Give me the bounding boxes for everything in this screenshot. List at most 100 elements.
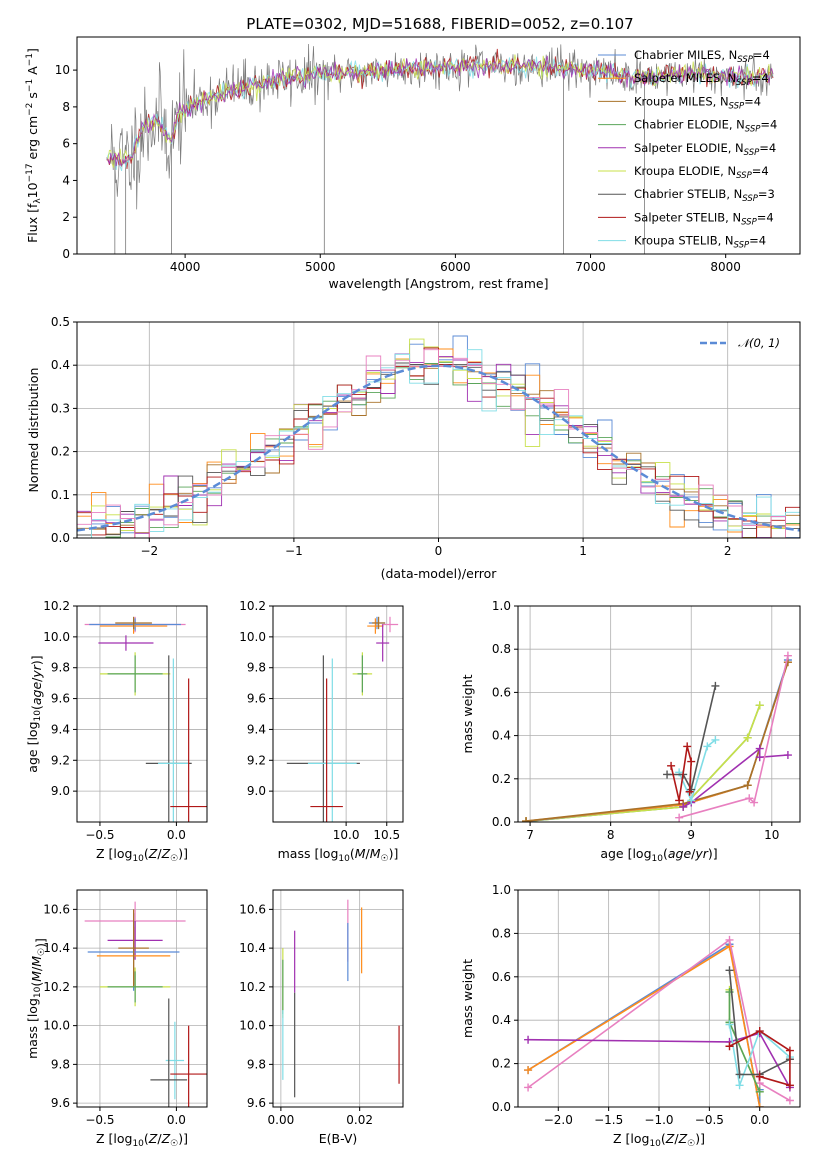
x-tick-label: −1.0 (644, 1113, 673, 1127)
label-part: ] (25, 48, 40, 53)
y-axis-label: mass weight (460, 959, 475, 1038)
y-tick-label: 0.4 (492, 729, 511, 743)
label-part: Z [log (96, 1131, 132, 1146)
legend-text: =3 (758, 187, 775, 201)
y-tick-label: 10.2 (239, 980, 266, 994)
label-part: ( (29, 705, 44, 710)
label-part: mass [log (25, 998, 40, 1059)
grid-lines (273, 605, 403, 822)
y-tick-label: 0.0 (51, 531, 70, 545)
grid-lines (273, 890, 403, 1107)
label-part: 10 (132, 854, 144, 864)
label-part: )] (708, 846, 718, 861)
label-part: Flux [f (25, 203, 40, 243)
y-tick-label: 9.6 (51, 692, 70, 706)
y-tick-label: 0.1 (51, 488, 70, 502)
y-tick-label: 2 (62, 210, 70, 224)
weight-point-marker (755, 1027, 764, 1036)
y-tick-label: 9.2 (51, 753, 70, 767)
x-tick-label: 1 (579, 544, 587, 558)
legend-subscript: SSP (744, 148, 760, 158)
legend-label: Chabrier STELIB, NSSP=3 (634, 187, 775, 204)
x-tick-label: 7000 (575, 260, 606, 274)
weight-point-marker (745, 794, 754, 803)
legend-text: Salpeter STELIB, N (634, 210, 741, 224)
y-tick-label: 0.2 (492, 772, 511, 786)
y-tick-label: 0.2 (492, 1057, 511, 1071)
plot-area (106, 43, 774, 254)
label-part: 10 (33, 710, 43, 722)
weight-series-line (678, 739, 716, 803)
label-part: ( (144, 846, 149, 861)
legend-label: Kroupa STELIB, NSSP=4 (634, 234, 766, 251)
weight-point-marker (783, 651, 792, 660)
label-part: erg cm (25, 116, 40, 164)
x-tick-label: 9 (687, 828, 695, 842)
label-part: / (157, 1131, 162, 1146)
label-part: ( (29, 982, 44, 987)
model-spectrum (106, 48, 774, 170)
residual-histogram (77, 349, 800, 538)
plot-area (84, 616, 207, 822)
y-axis-label: mass [log10(M/M☉)] (25, 938, 48, 1059)
label-part: / (29, 966, 44, 971)
label-part: −2 (25, 103, 35, 116)
y-tick-label: 0.0 (492, 815, 511, 829)
y-tick-label: 0 (62, 247, 70, 261)
y-tick-label: 10.0 (239, 1019, 266, 1033)
weight-point-marker (783, 751, 792, 760)
mass-vs-metallicity-plot: −0.5 0.09.69.810.010.210.410.6Z [log10(Z/… (25, 889, 208, 1149)
normal-curve (77, 364, 800, 532)
legend-label: Salpeter ELODIE, NSSP=4 (634, 141, 776, 158)
weight-point-marker (785, 1096, 794, 1105)
y-tick-label: 10.6 (239, 902, 266, 916)
weight-point-marker (685, 787, 694, 796)
weight-point-marker (743, 733, 752, 742)
legend-text: =4 (749, 234, 766, 248)
weight-point-marker (524, 1066, 533, 1075)
age-vs-metallicity-plot: −0.5 0.09.09.29.49.69.810.010.2Z [log10(Z… (25, 599, 208, 864)
label-part: 10 (25, 182, 40, 198)
axes-frame (76, 321, 801, 539)
weight-point-marker (663, 770, 672, 779)
weight-point-marker (755, 744, 764, 753)
label-part: )] (29, 655, 44, 665)
y-tick-label: 9.8 (247, 661, 266, 675)
label-part: M (29, 971, 44, 982)
y-tick-label: 0.4 (51, 358, 70, 372)
y-tick-label: 0.8 (492, 642, 511, 656)
label-part: yr (29, 664, 44, 678)
legend-text: Chabrier ELODIE, N (634, 118, 745, 132)
x-tick-label: 0.0 (167, 1113, 186, 1127)
weight-point-marker (711, 681, 720, 690)
label-part: Z (148, 846, 158, 861)
y-tick-label: 9.6 (247, 1096, 266, 1110)
plot-area (282, 899, 400, 1098)
label-part: ☉ (381, 854, 389, 864)
x-axis-label: Z [log10(Z/Z☉)] (96, 846, 188, 864)
residual-histogram (77, 361, 800, 538)
x-axis-label: wavelength [Angstrom, rest frame] (328, 276, 548, 291)
weight-point-marker (687, 796, 696, 805)
label-part: Z [log (96, 846, 132, 861)
y-tick-label: 0.8 (492, 926, 511, 940)
weight-series-line (528, 1032, 791, 1088)
y-tick-label: 9.8 (51, 661, 70, 675)
x-tick-label: 0.0 (167, 828, 186, 842)
label-part: Z (665, 1131, 675, 1146)
legend-subscript: SSP (729, 101, 745, 111)
weight-point-marker (750, 798, 759, 807)
x-axis-label: Z [log10(Z/Z☉)] (96, 1131, 188, 1149)
label-part: Z (161, 1131, 171, 1146)
x-tick-label: 10 (764, 828, 779, 842)
x-tick-label: −0.5 (85, 1113, 114, 1127)
label-part: 10 (652, 854, 664, 864)
weight-point-marker (755, 1072, 764, 1081)
legend-text: =4 (760, 118, 777, 132)
label-part: −17 (25, 163, 35, 182)
y-tick-label: 9.0 (247, 784, 266, 798)
legend-label: Chabrier MILES, NSSP=4 (634, 48, 770, 65)
label-part: / (29, 677, 44, 682)
